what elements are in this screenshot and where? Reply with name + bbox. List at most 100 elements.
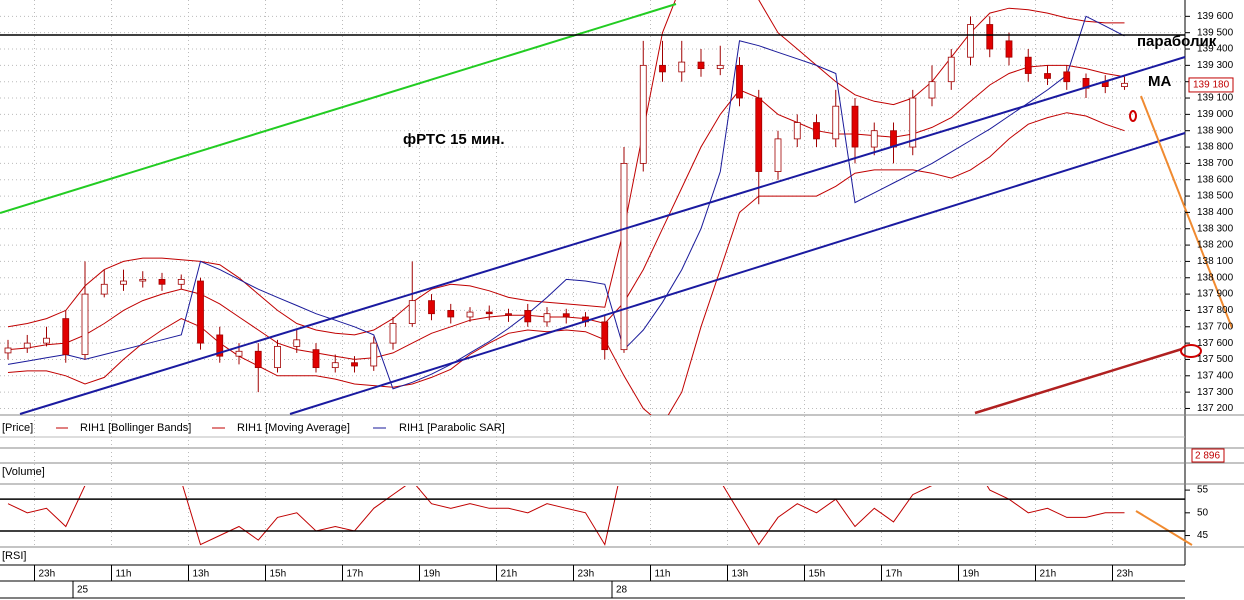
y-tick-label: 137 400: [1197, 370, 1234, 381]
y-tick-label: 139 600: [1197, 11, 1234, 22]
candle-body: [389, 323, 397, 344]
candle-body: [813, 122, 820, 140]
candle-body: [986, 24, 994, 50]
y-tick-label: 138 900: [1197, 125, 1234, 136]
candle-body: [216, 334, 224, 357]
arrow: [1135, 510, 1193, 546]
candle-body: [177, 278, 185, 285]
candle-body: [736, 64, 743, 99]
candle-body: [716, 64, 724, 70]
candle-body: [293, 339, 301, 347]
annotation: МА: [1148, 73, 1171, 90]
candle-body: [254, 350, 262, 369]
y-tick-label: 138 800: [1197, 142, 1234, 153]
candle-body: [870, 130, 878, 148]
candle-body: [1063, 71, 1071, 83]
candle-body: [1121, 82, 1128, 87]
candle-body: [524, 310, 532, 323]
last-price-label: 139 180: [1193, 80, 1230, 91]
candle-body: [351, 362, 358, 367]
candle-body: [62, 318, 70, 355]
y-tick-label: 139 400: [1197, 44, 1234, 55]
candle-body: [620, 162, 628, 351]
candle-body: [274, 345, 281, 369]
y-tick-label: 138 200: [1197, 240, 1234, 251]
candle-body: [601, 321, 609, 351]
drawings: [0, 3, 1233, 546]
candle-body: [967, 24, 974, 58]
parabolic-sar: [7, 15, 1125, 390]
candle-body: [428, 300, 435, 315]
candle-body: [928, 81, 936, 99]
y-tick-label: 139 000: [1197, 109, 1234, 120]
price-plot: [4, 0, 1128, 415]
grid: [0, 0, 1185, 546]
x-tick-label: 21h: [1040, 569, 1057, 580]
channel-line: [19, 56, 1186, 415]
y-tick-label: 138 700: [1197, 158, 1234, 169]
candle-body: [120, 280, 127, 285]
panel-label: [RSI]: [2, 550, 26, 562]
candle-body: [793, 122, 801, 140]
candle-body: [235, 350, 243, 357]
candle-body: [81, 293, 89, 355]
candle-body: [4, 347, 12, 354]
last-price-box: [1188, 77, 1234, 93]
legend-label: RIH1 [Moving Average]: [237, 422, 350, 434]
y-tick-label: 137 200: [1197, 403, 1234, 414]
x-tick-label: 11h: [116, 569, 132, 580]
candle-body: [543, 313, 551, 323]
candle-body: [485, 311, 493, 315]
date-label: 28: [616, 585, 628, 596]
candle-body: [1024, 56, 1032, 74]
x-tick-label: 17h: [886, 569, 903, 580]
candle-body: [43, 337, 50, 344]
rsi-plot: [7, 486, 1125, 546]
bollinger-band: [7, 112, 1125, 415]
candle-body: [678, 61, 686, 73]
candle-body: [197, 280, 204, 344]
annotation: параболик: [1137, 33, 1217, 50]
candle-body: [158, 278, 166, 285]
x-tick-label: 17h: [347, 569, 364, 580]
candle-body: [447, 310, 455, 318]
candle-body: [890, 130, 897, 148]
y-tick-label: 137 800: [1197, 305, 1234, 316]
candle-body: [562, 313, 570, 318]
x-tick-label: 19h: [963, 569, 980, 580]
trend-line: [974, 347, 1183, 415]
panel-label: [Volume]: [2, 466, 45, 478]
x-tick-label: 15h: [809, 569, 826, 580]
y-tick-label: 138 400: [1197, 207, 1234, 218]
x-tick-label: 21h: [501, 569, 518, 580]
x-tick-label: 19h: [424, 569, 441, 580]
y-tick-label: 138 300: [1197, 223, 1234, 234]
y-tick-label: 139 500: [1197, 27, 1234, 38]
date-label: 25: [77, 585, 89, 596]
bollinger-band: [7, 0, 1125, 336]
candle-body: [505, 313, 512, 316]
legend-label: RIH1 [Parabolic SAR]: [399, 422, 505, 434]
candle-body: [331, 362, 339, 369]
x-tick-label: 13h: [732, 569, 749, 580]
x-tick-label: 23h: [1117, 569, 1134, 580]
candle-body: [100, 283, 108, 295]
candle-body: [312, 349, 320, 369]
candle-body: [755, 97, 763, 172]
x-tick-label: 15h: [270, 569, 287, 580]
x-tick-label: 23h: [578, 569, 595, 580]
candle-body: [639, 64, 647, 164]
circle-mark: [1180, 344, 1202, 358]
value-box: [1191, 448, 1225, 463]
candle-body: [909, 97, 917, 148]
x-tick-label: 11h: [655, 569, 671, 580]
x-tick-label: 23h: [39, 569, 56, 580]
candle-body: [1044, 73, 1051, 79]
candle-body: [139, 278, 147, 282]
y-tick-label: 137 600: [1197, 338, 1234, 349]
candle-body: [659, 64, 666, 73]
y-tick-label: 139 100: [1197, 93, 1234, 104]
circle-mark: [1129, 110, 1137, 122]
candle-body: [947, 56, 955, 83]
